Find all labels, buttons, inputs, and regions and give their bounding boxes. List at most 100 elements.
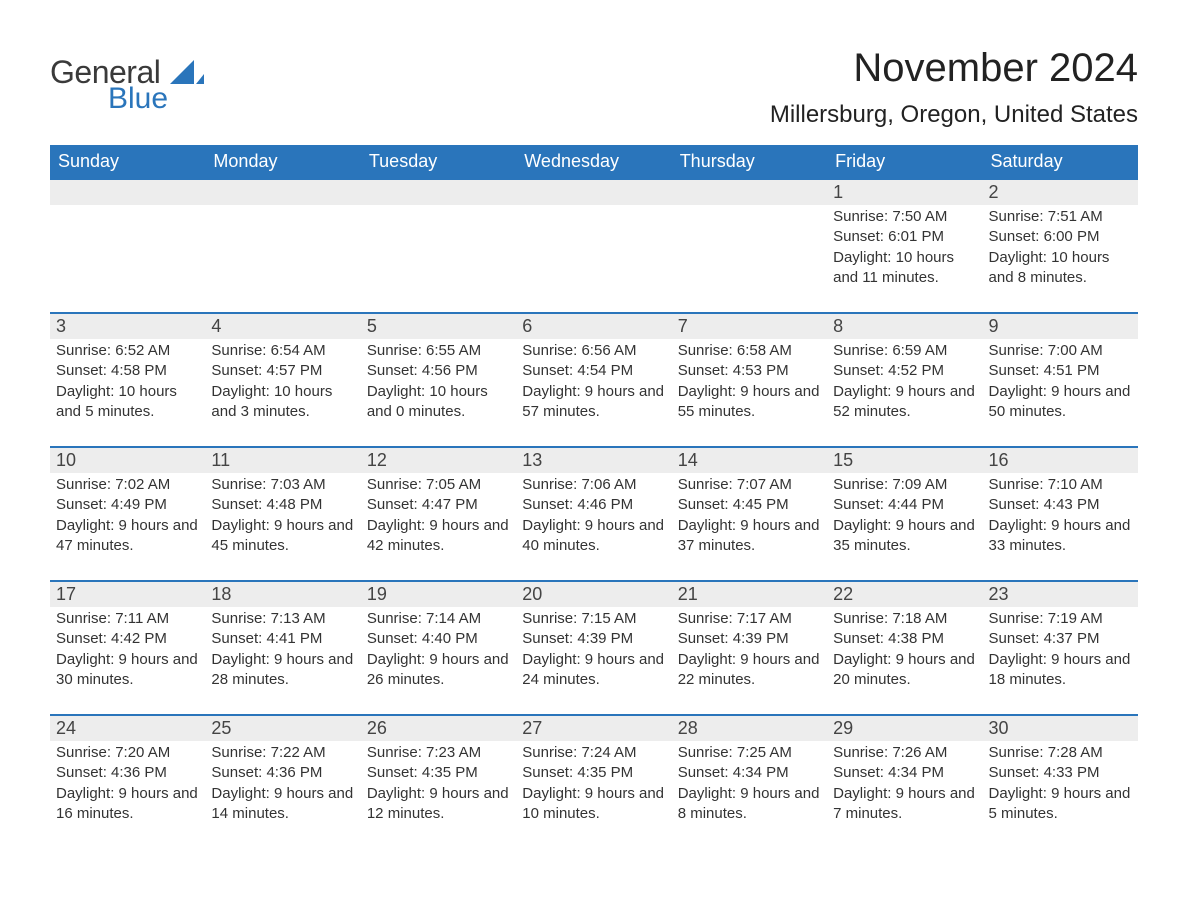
sunrise-line: Sunrise: 7:09 AM (833, 475, 976, 495)
day-body: Sunrise: 7:26 AMSunset: 4:34 PMDaylight:… (831, 741, 978, 824)
sunrise-label: Sunrise: (367, 476, 422, 493)
sunrise-line: Sunrise: 7:13 AM (211, 609, 354, 629)
sunset-label: Sunset: (678, 496, 729, 513)
logo: General Blue (50, 46, 204, 114)
day-number: 30 (989, 718, 1009, 738)
sunrise-line: Sunrise: 7:03 AM (211, 475, 354, 495)
daylight-line: Daylight: 9 hours and 24 minutes. (522, 650, 665, 691)
day-number: 9 (989, 316, 999, 336)
day-number: 29 (833, 718, 853, 738)
sunrise-label: Sunrise: (211, 744, 266, 761)
sunrise-value: 7:50 AM (892, 208, 947, 225)
sunset-line: Sunset: 4:33 PM (989, 763, 1132, 783)
sunrise-value: 7:05 AM (426, 476, 481, 493)
sunrise-line: Sunrise: 7:02 AM (56, 475, 199, 495)
daylight-label: Daylight: (989, 249, 1047, 266)
day-body: Sunrise: 7:03 AMSunset: 4:48 PMDaylight:… (209, 473, 356, 556)
day-number-row: 23 (983, 582, 1138, 607)
sunrise-value: 6:59 AM (892, 342, 947, 359)
sunset-value: 4:33 PM (1044, 764, 1100, 781)
sunset-line: Sunset: 4:53 PM (678, 361, 821, 381)
sunrise-value: 7:10 AM (1048, 476, 1103, 493)
day-cell: 19Sunrise: 7:14 AMSunset: 4:40 PMDayligh… (361, 582, 516, 714)
daylight-label: Daylight: (833, 785, 891, 802)
sunrise-value: 7:17 AM (737, 610, 792, 627)
sunset-value: 4:42 PM (111, 630, 167, 647)
calendar-grid: SundayMondayTuesdayWednesdayThursdayFrid… (50, 145, 1138, 848)
daylight-label: Daylight: (56, 383, 114, 400)
daylight-label: Daylight: (211, 651, 269, 668)
day-number-row: 13 (516, 448, 671, 473)
day-number: 4 (211, 316, 221, 336)
day-number: 14 (678, 450, 698, 470)
day-number-row: 25 (205, 716, 360, 741)
sunset-value: 4:37 PM (1044, 630, 1100, 647)
day-number-row: 22 (827, 582, 982, 607)
daylight-label: Daylight: (833, 249, 891, 266)
sunset-label: Sunset: (211, 764, 262, 781)
day-cell: 14Sunrise: 7:07 AMSunset: 4:45 PMDayligh… (672, 448, 827, 580)
day-number: 1 (833, 182, 843, 202)
sunset-value: 4:53 PM (733, 362, 789, 379)
day-number-row: 8 (827, 314, 982, 339)
sunrise-line: Sunrise: 7:50 AM (833, 207, 976, 227)
day-cell: 27Sunrise: 7:24 AMSunset: 4:35 PMDayligh… (516, 716, 671, 848)
week-row: 10Sunrise: 7:02 AMSunset: 4:49 PMDayligh… (50, 446, 1138, 580)
sunrise-value: 7:25 AM (737, 744, 792, 761)
sunrise-value: 6:58 AM (737, 342, 792, 359)
sunrise-label: Sunrise: (989, 476, 1044, 493)
day-cell: 7Sunrise: 6:58 AMSunset: 4:53 PMDaylight… (672, 314, 827, 446)
sunrise-line: Sunrise: 7:10 AM (989, 475, 1132, 495)
sunset-line: Sunset: 4:41 PM (211, 629, 354, 649)
daylight-line: Daylight: 9 hours and 47 minutes. (56, 516, 199, 557)
sunset-value: 6:01 PM (888, 228, 944, 245)
day-body: Sunrise: 7:19 AMSunset: 4:37 PMDaylight:… (987, 607, 1134, 690)
sunset-line: Sunset: 4:42 PM (56, 629, 199, 649)
month-title: November 2024 (770, 46, 1138, 91)
sunset-line: Sunset: 4:45 PM (678, 495, 821, 515)
sunset-label: Sunset: (56, 764, 107, 781)
day-number (211, 182, 216, 202)
sunrise-line: Sunrise: 7:15 AM (522, 609, 665, 629)
day-number (367, 182, 372, 202)
sunset-label: Sunset: (56, 630, 107, 647)
day-cell: 8Sunrise: 6:59 AMSunset: 4:52 PMDaylight… (827, 314, 982, 446)
sunrise-line: Sunrise: 7:22 AM (211, 743, 354, 763)
sunrise-value: 7:23 AM (426, 744, 481, 761)
day-body: Sunrise: 7:51 AMSunset: 6:00 PMDaylight:… (987, 205, 1134, 288)
sunset-value: 4:58 PM (111, 362, 167, 379)
day-number-row: 24 (50, 716, 205, 741)
daylight-line: Daylight: 9 hours and 8 minutes. (678, 784, 821, 825)
week-row: 17Sunrise: 7:11 AMSunset: 4:42 PMDayligh… (50, 580, 1138, 714)
sunset-value: 4:44 PM (888, 496, 944, 513)
sunrise-line: Sunrise: 7:05 AM (367, 475, 510, 495)
sunrise-label: Sunrise: (56, 342, 111, 359)
sunset-value: 4:56 PM (422, 362, 478, 379)
sunrise-label: Sunrise: (211, 342, 266, 359)
day-number: 28 (678, 718, 698, 738)
day-cell: 24Sunrise: 7:20 AMSunset: 4:36 PMDayligh… (50, 716, 205, 848)
day-cell: 18Sunrise: 7:13 AMSunset: 4:41 PMDayligh… (205, 582, 360, 714)
sunset-line: Sunset: 4:37 PM (989, 629, 1132, 649)
sunset-label: Sunset: (367, 764, 418, 781)
day-number-row: 21 (672, 582, 827, 607)
sunset-label: Sunset: (833, 228, 884, 245)
title-block: November 2024 Millersburg, Oregon, Unite… (770, 46, 1138, 129)
sunset-value: 6:00 PM (1044, 228, 1100, 245)
day-number: 22 (833, 584, 853, 604)
sunset-value: 4:45 PM (733, 496, 789, 513)
sunset-value: 4:57 PM (266, 362, 322, 379)
day-number-row: 17 (50, 582, 205, 607)
sunset-value: 4:47 PM (422, 496, 478, 513)
sunset-line: Sunset: 4:58 PM (56, 361, 199, 381)
day-number (678, 182, 683, 202)
day-body: Sunrise: 7:28 AMSunset: 4:33 PMDaylight:… (987, 741, 1134, 824)
day-number: 16 (989, 450, 1009, 470)
sunrise-value: 7:13 AM (271, 610, 326, 627)
daylight-label: Daylight: (211, 517, 269, 534)
sunrise-label: Sunrise: (833, 744, 888, 761)
day-header-wednesday: Wednesday (516, 145, 671, 178)
day-body: Sunrise: 7:24 AMSunset: 4:35 PMDaylight:… (520, 741, 667, 824)
sunrise-label: Sunrise: (56, 476, 111, 493)
day-number-row (361, 180, 516, 205)
